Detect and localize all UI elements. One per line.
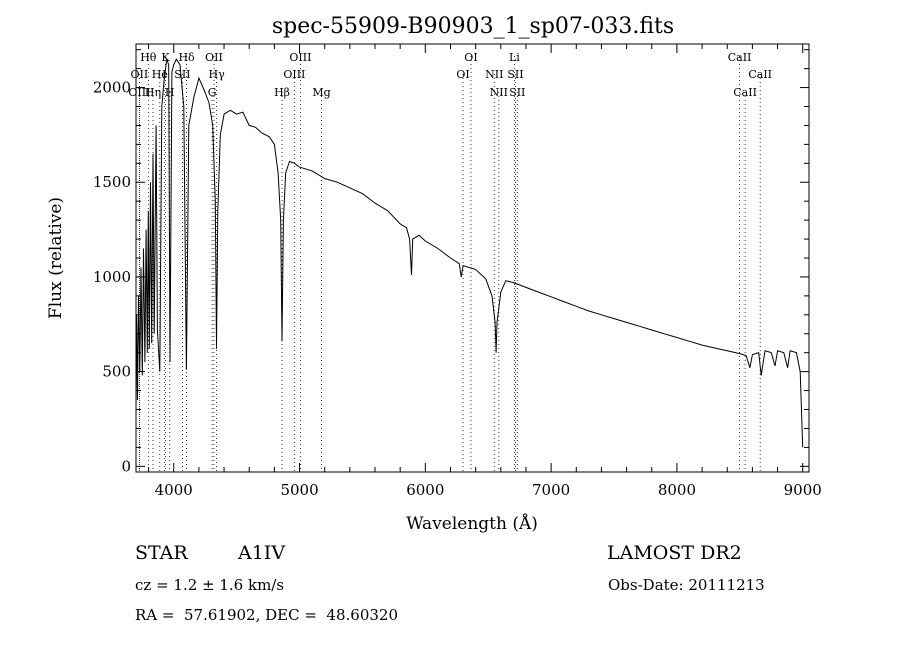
redshift-text: cz = 1.2 ± 1.6 km/s [135,576,284,594]
x-tick-label-1: 5000 [280,481,318,499]
line-marker-label-11: SII [174,68,190,81]
line-marker-group [138,56,761,472]
line-marker-label-23: Mg [312,86,330,99]
x-axis-label: Wavelength (Å) [406,513,538,534]
x-tick-label-4: 8000 [658,481,696,499]
line-marker-label-25: SII [509,86,525,99]
plot-frame [135,43,810,473]
y-tick-label-1: 500 [102,363,131,381]
line-marker-label-8: OII [131,68,149,81]
line-marker-label-6: Li [509,51,520,64]
line-marker-label-12: Hγ [209,68,226,81]
line-marker-label-7: CaII [728,51,752,64]
line-marker-label-20: H [165,86,175,99]
line-marker-label-0: Hθ [140,51,157,64]
x-tick-label-3: 7000 [532,481,570,499]
line-marker-label-14: OI [456,68,469,81]
y-axis-ticks: 0 500 1000 1500 2000 [93,49,809,475]
object-subclass: A1IV [237,542,285,564]
x-axis-ticks: 4000 5000 6000 7000 8000 9000 [148,44,822,499]
line-marker-label-22: Hβ [274,86,290,99]
x-tick-label-0: 4000 [155,481,193,499]
coordinates: RA = 57.61902, DEC = 48.60320 [135,606,398,624]
x-tick-label-5: 9000 [784,481,822,499]
line-marker-label-13: OIII [283,68,305,81]
line-marker-label-1: K [161,51,170,64]
line-marker-label-2: Hδ [178,51,195,64]
line-marker-label-5: OI [464,51,477,64]
line-marker-label-9: He [152,68,168,81]
y-axis-label: Flux (relative) [46,197,66,319]
line-marker-label-4: OIII [289,51,311,64]
chart-title: spec-55909-B90903_1_sp07-033.fits [272,14,674,39]
survey-name: LAMOST DR2 [607,542,742,564]
line-marker-label-17: CaII [748,68,772,81]
line-marker-label-19: Hη [145,86,161,99]
line-marker-label-15: NII [485,68,503,81]
y-tick-label-0: 0 [121,457,131,475]
obs-date: Obs-Date: 20111213 [608,576,765,594]
line-marker-label-24: NII [490,86,508,99]
line-marker-label-26: CaII [733,86,757,99]
y-tick-label-3: 1500 [93,173,131,191]
line-marker-label-21: G [208,86,217,99]
spectrum-series-line [135,58,804,448]
object-type: STAR [135,542,188,564]
line-marker-label-18: OIII [128,86,150,99]
line-marker-label-3: OII [205,51,223,64]
x-tick-label-2: 6000 [406,481,444,499]
y-tick-label-2: 1000 [93,268,131,286]
y-tick-label-4: 2000 [93,79,131,97]
line-marker-label-16: SII [507,68,523,81]
